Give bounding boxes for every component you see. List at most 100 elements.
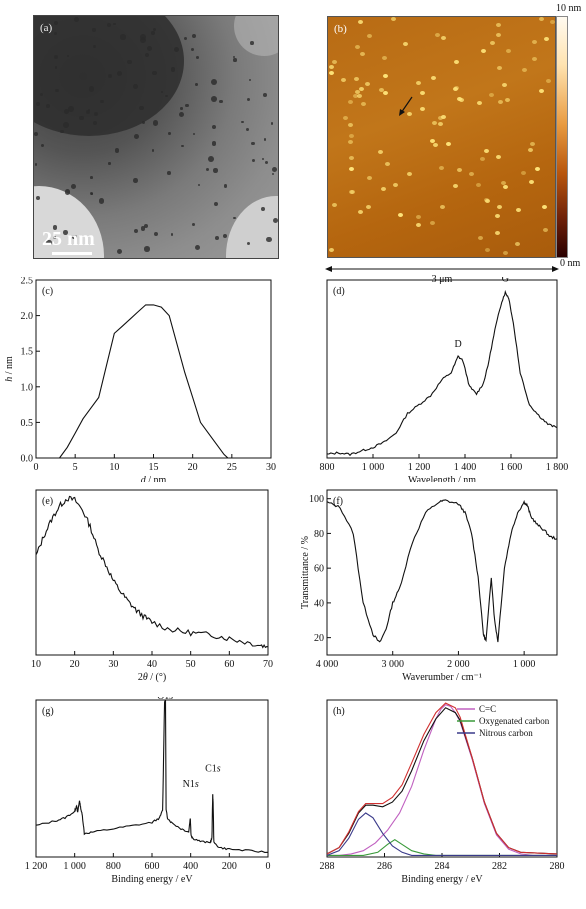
afm-particle <box>441 35 447 40</box>
nanoparticle-dot <box>206 168 210 172</box>
afm-particle <box>520 171 526 176</box>
nanoparticle-dot <box>98 198 105 204</box>
nanoparticle-dot <box>60 129 64 134</box>
nanoparticle-dot <box>214 202 219 207</box>
x-axis-label: Binding energy / eV <box>111 874 193 885</box>
afm-particle <box>432 143 438 148</box>
afm-particle <box>496 32 502 37</box>
nanoparticle-dot <box>34 131 38 136</box>
nanoparticle-dot <box>170 233 173 236</box>
nanoparticle-dot <box>106 23 112 28</box>
nanoparticle-dot <box>114 148 119 153</box>
x-tick-label: 1 200 <box>408 462 431 473</box>
afm-particle <box>459 98 465 103</box>
afm-particle <box>529 180 535 185</box>
afm-particle <box>359 87 365 92</box>
panel-label-b: (b) <box>334 23 347 35</box>
nanoparticle-dot <box>271 172 275 176</box>
afm-particle <box>332 60 338 65</box>
panel-label-a: (a) <box>40 22 53 34</box>
afm-particle <box>441 114 447 119</box>
legend-label: Nitrous carbon <box>479 728 533 738</box>
nanoparticle-dot <box>251 158 256 163</box>
nanoparticle-dot <box>153 231 159 237</box>
nanoparticle-dot <box>40 143 45 147</box>
nanoparticle-dot <box>183 36 188 41</box>
nanoparticle-dot <box>219 99 223 104</box>
afm-particle <box>328 247 334 252</box>
x-tick-label: 400 <box>183 861 198 872</box>
afm-particle <box>485 199 491 204</box>
nanoparticle-dot <box>152 70 157 76</box>
afm-particle <box>496 66 502 71</box>
x-tick-label: 10 <box>109 462 119 473</box>
nanoparticle-dot <box>180 107 183 110</box>
nanoparticle-dot <box>133 134 139 140</box>
x-tick-label: 1 000 <box>63 861 86 872</box>
tem-scale-text: 25 nm <box>42 228 95 250</box>
nanoparticle-dot <box>168 131 172 135</box>
nanoparticle-dot <box>266 236 272 243</box>
afm-particle <box>381 187 387 192</box>
afm-particle <box>354 90 360 95</box>
nanoparticle-dot <box>197 184 200 187</box>
nanoparticle-dot <box>178 111 184 117</box>
afm-particle <box>365 204 371 209</box>
nanoparticle-dot <box>36 195 40 200</box>
afm-particle <box>503 185 509 190</box>
afm-particle <box>495 22 501 27</box>
y-tick-label: 2.5 <box>21 277 34 287</box>
afm-particle <box>328 70 334 75</box>
peak-annotation: D <box>454 339 461 350</box>
afm-particle <box>489 41 495 46</box>
chart-g: 1 200 1 000 800 600 400 200 0 Binding energy / … <box>25 697 271 885</box>
nanoparticle-dot <box>35 101 40 106</box>
nanoparticle-dot <box>52 225 58 230</box>
afm-particle <box>349 167 355 172</box>
nanoparticle-dot <box>117 248 123 254</box>
x-axis-label: d / nm <box>141 475 167 482</box>
x-tick-label: 50 <box>186 659 196 670</box>
chart-d: 800 1 000 1 200 1 400 1 600 1 800 Wavelength /… <box>320 277 569 482</box>
nanoparticle-dot <box>127 59 132 65</box>
nanoparticle-dot <box>192 132 195 136</box>
afm-particle <box>538 17 544 22</box>
afm-particle <box>354 76 360 81</box>
tem-image: (a) 25 nm <box>33 15 279 259</box>
nanoparticle-dot <box>34 163 38 166</box>
colorbar-bottom-label: 0 nm <box>560 258 581 269</box>
afm-particle <box>359 51 365 56</box>
afm-particle <box>452 86 458 91</box>
nanoparticle-dot <box>261 157 265 161</box>
afm-particle <box>415 215 421 220</box>
nanoparticle-dot <box>74 16 80 23</box>
chart-c: 0 5 10 15 20 25 30 0.0 0.5 1.0 1.5 2.0 2.5 d / nm h / … <box>4 277 276 482</box>
x-tick-label: 10 <box>31 659 41 670</box>
nanoparticle-dot <box>210 79 217 86</box>
afm-particle <box>477 101 483 106</box>
x-tick-label: 200 <box>222 861 237 872</box>
afm-particle <box>365 82 371 87</box>
nanoparticle-dot <box>246 128 250 131</box>
afm-arrow <box>399 96 413 116</box>
nanoparticle-dot <box>89 86 95 92</box>
afm-particle <box>453 60 459 65</box>
nanoparticle-dot <box>211 96 218 103</box>
plot-frame <box>35 699 269 858</box>
nanoparticle-dot <box>191 34 196 39</box>
x-tick-label: 1 400 <box>454 462 477 473</box>
afm-particle <box>403 41 409 46</box>
nanoparticle-dot <box>55 88 59 93</box>
series-line <box>327 289 557 457</box>
nanoparticle-dot <box>181 144 184 147</box>
nanoparticle-dot <box>85 109 91 115</box>
nanoparticle-dot <box>92 28 96 32</box>
x-tick-label: 1 600 <box>500 462 523 473</box>
tem-light-region <box>234 16 278 56</box>
afm-particle <box>343 115 349 120</box>
x-tick-label: 800 <box>106 861 121 872</box>
peak-annotation: O1s <box>157 697 173 702</box>
nanoparticle-dot <box>54 54 59 59</box>
x-tick-label: 40 <box>147 659 157 670</box>
nanoparticle-dot <box>207 156 214 162</box>
